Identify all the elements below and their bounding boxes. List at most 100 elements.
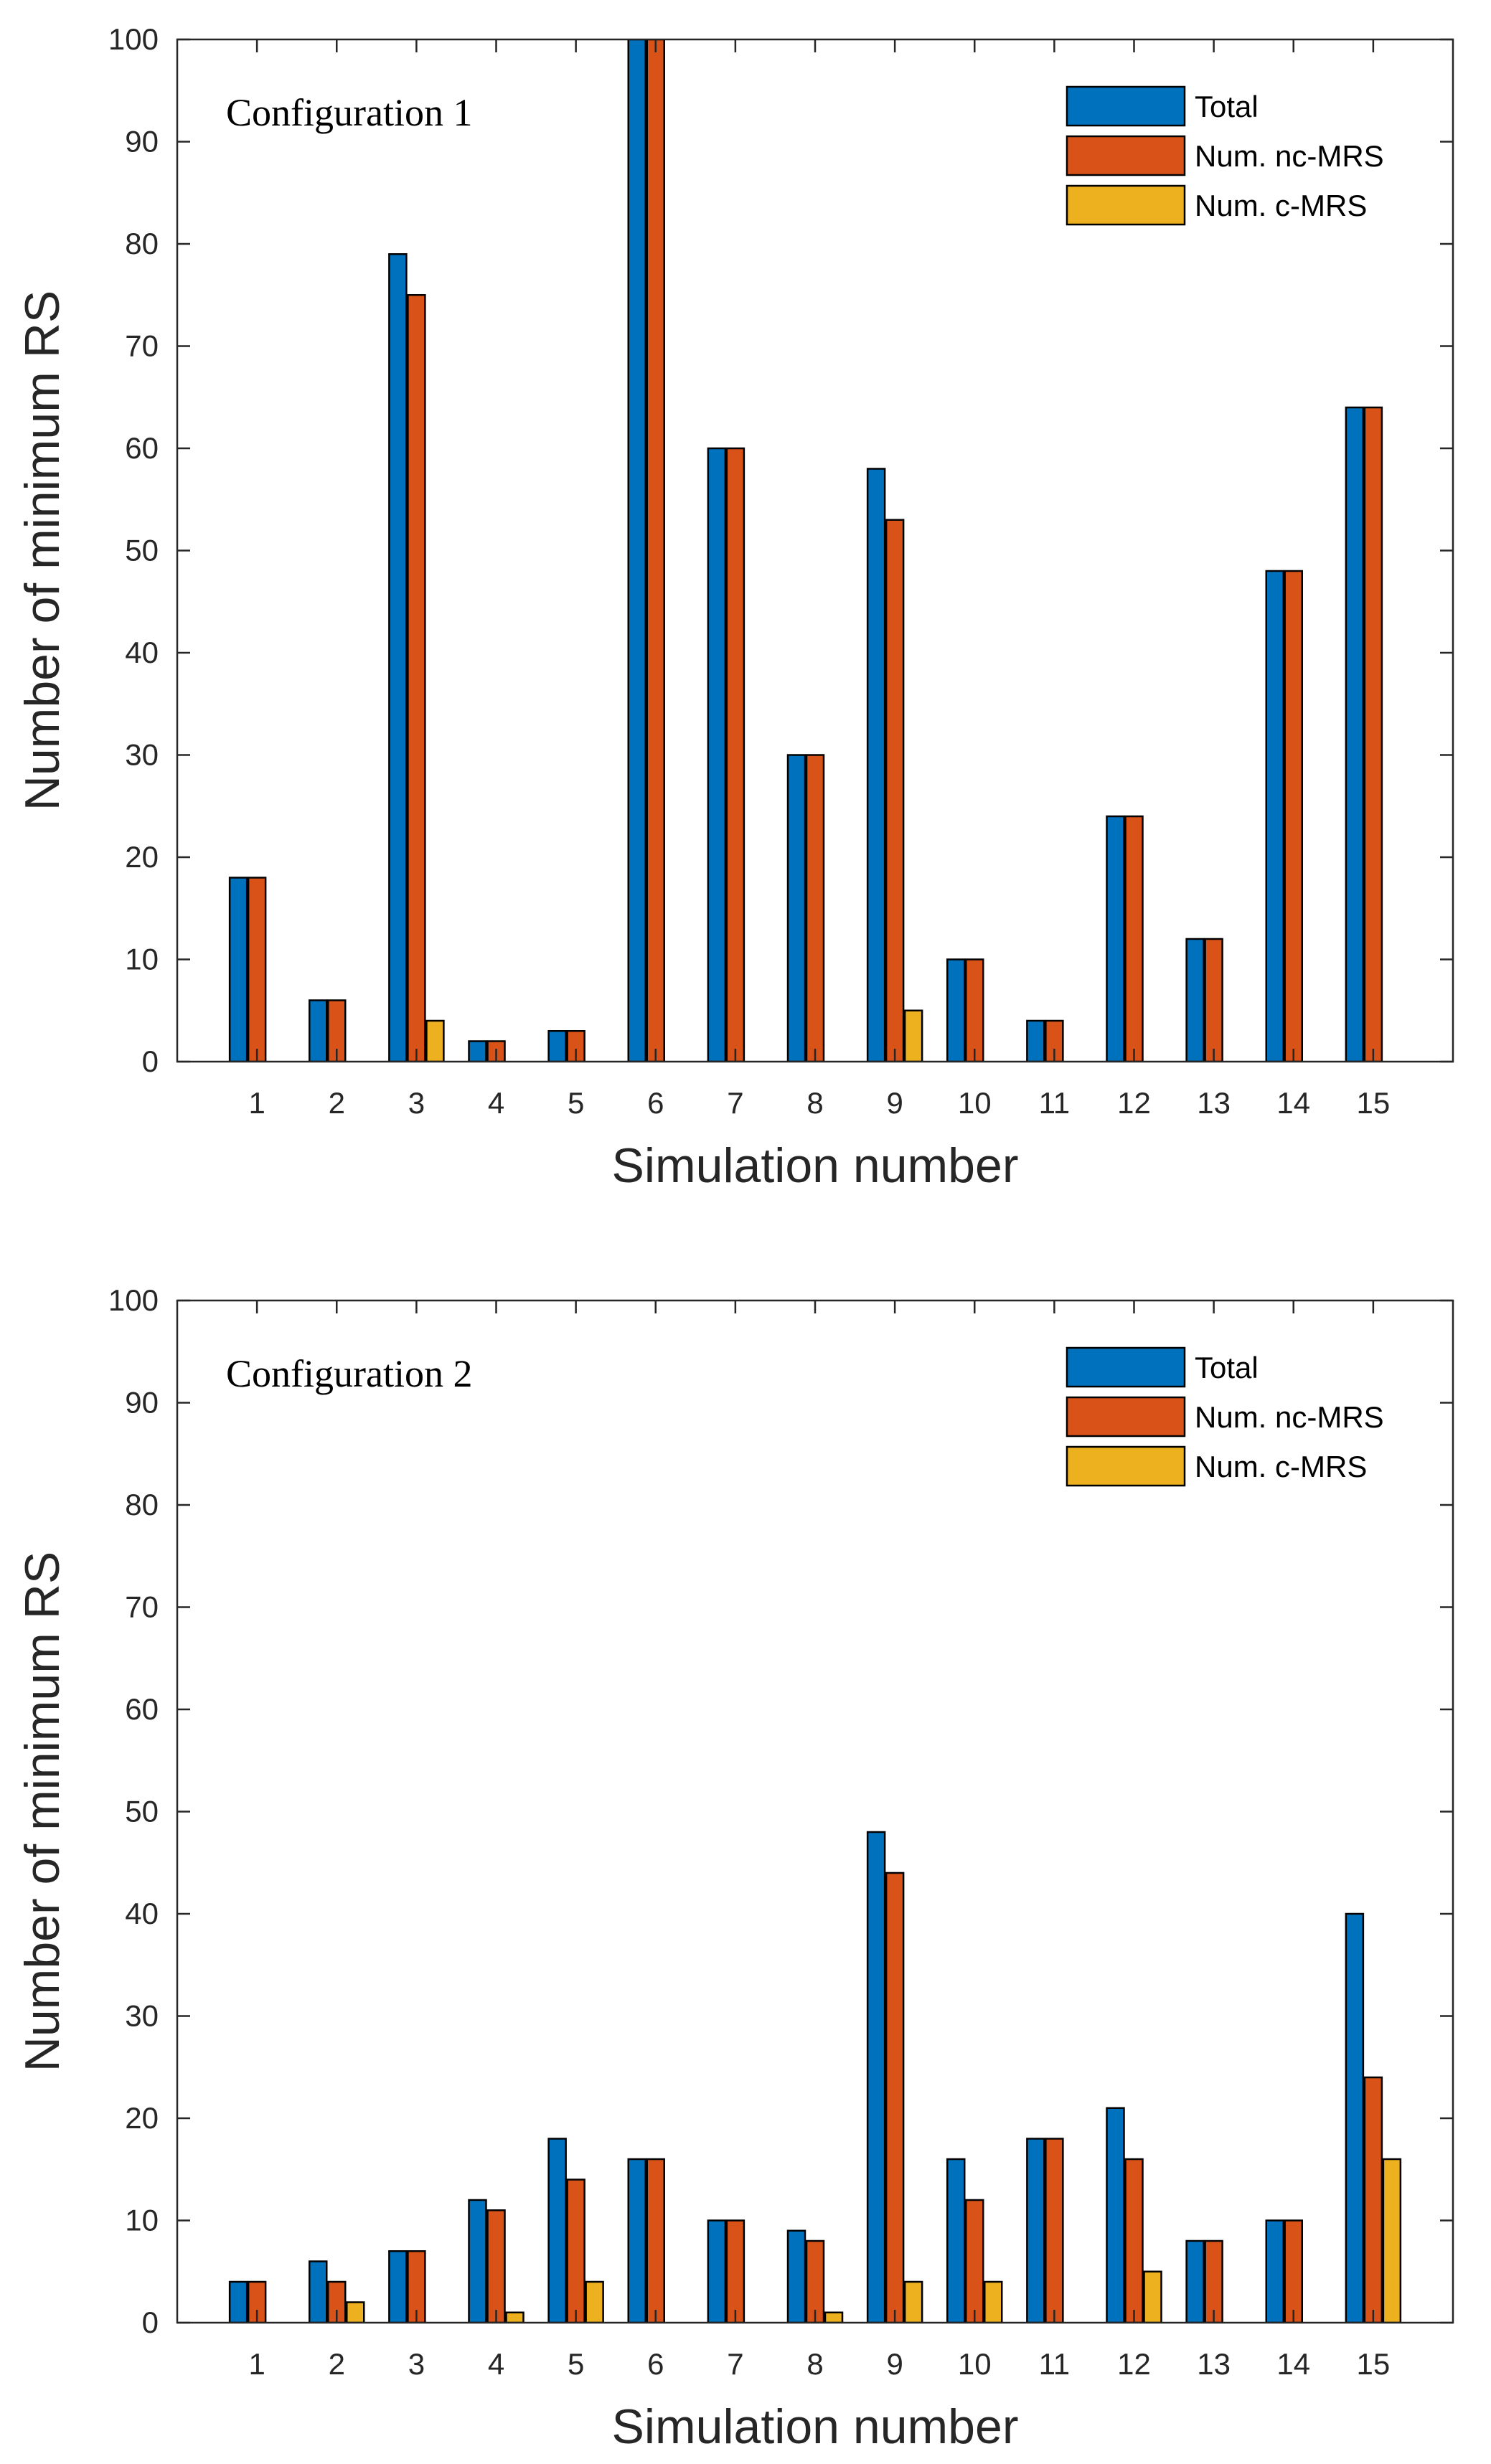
- x-tick-label: 12: [1117, 1086, 1151, 1120]
- legend-label: Num. c-MRS: [1195, 1450, 1367, 1483]
- legend: Total Num. nc-MRS Num. c-MRS: [1066, 85, 1384, 226]
- x-tick-label: 1: [248, 1086, 265, 1120]
- bar-num-nc-mrs-sim-7: [725, 447, 746, 1062]
- legend-swatch: [1066, 135, 1186, 176]
- legend-swatch: [1066, 184, 1186, 226]
- bar-num-nc-mrs-sim-10: [965, 958, 984, 1062]
- bar-total-sim-2: [309, 2260, 328, 2323]
- x-tick-label: 10: [958, 1086, 992, 1120]
- y-tick-label: 40: [125, 1897, 159, 1930]
- x-tick-label: 8: [806, 2347, 823, 2381]
- bar-num-nc-mrs-sim-4: [486, 2209, 506, 2323]
- bar-total-sim-13: [1185, 2239, 1205, 2323]
- bar-num-nc-mrs-sim-12: [1124, 2158, 1144, 2323]
- x-tick-label: 7: [727, 2347, 743, 2381]
- legend-label: Num. c-MRS: [1195, 189, 1367, 222]
- y-tick-label: 40: [125, 636, 159, 669]
- x-tick-label: 2: [329, 1086, 345, 1120]
- legend-swatch: [1066, 1396, 1186, 1438]
- legend-swatch: [1066, 1445, 1186, 1487]
- bar-total-sim-7: [707, 447, 727, 1062]
- x-tick-label: 11: [1039, 2347, 1071, 2381]
- legend-swatch: [1066, 85, 1186, 127]
- bar-num-nc-mrs-sim-13: [1204, 938, 1223, 1062]
- bar-num-c-mrs-sim-9: [903, 1009, 923, 1062]
- x-tick-label: 3: [408, 2347, 425, 2381]
- bar-total-sim-1: [228, 2280, 248, 2323]
- bar-num-nc-mrs-sim-9: [885, 1871, 905, 2323]
- bar-total-sim-6: [627, 39, 646, 1062]
- bar-num-nc-mrs-sim-12: [1124, 815, 1144, 1062]
- bar-num-c-mrs-sim-15: [1382, 2158, 1402, 2323]
- x-tick-label: 3: [408, 1086, 425, 1120]
- bar-total-sim-12: [1106, 2107, 1125, 2323]
- y-tick-label: 90: [125, 1386, 159, 1420]
- bar-num-nc-mrs-sim-9: [885, 519, 905, 1062]
- bar-total-sim-10: [946, 2158, 966, 2323]
- y-tick-label: 60: [125, 1692, 159, 1726]
- bar-num-c-mrs-sim-12: [1143, 2270, 1162, 2323]
- x-axis-title: Simulation number: [612, 2399, 1019, 2454]
- y-tick-label: 50: [125, 1795, 159, 1828]
- bar-total-sim-9: [866, 468, 886, 1062]
- bar-num-c-mrs-sim-3: [425, 1019, 445, 1062]
- x-tick-label: 4: [488, 2347, 504, 2381]
- bar-total-sim-12: [1106, 815, 1125, 1062]
- x-tick-label: 15: [1357, 2347, 1391, 2381]
- y-tick-label: 70: [125, 329, 159, 363]
- bar-num-nc-mrs-sim-1: [247, 877, 267, 1062]
- y-tick-label: 90: [125, 125, 159, 159]
- bar-num-nc-mrs-sim-15: [1363, 406, 1383, 1062]
- x-tick-label: 4: [488, 1086, 504, 1120]
- bar-total-sim-4: [468, 2199, 487, 2323]
- x-tick-label: 6: [647, 2347, 664, 2381]
- bar-total-sim-8: [786, 2229, 806, 2323]
- bar-num-nc-mrs-sim-13: [1204, 2239, 1223, 2323]
- bar-num-nc-mrs-sim-14: [1284, 570, 1303, 1062]
- y-tick-label: 50: [125, 534, 159, 567]
- y-tick-label: 80: [125, 227, 159, 260]
- y-tick-label: 10: [125, 2204, 159, 2237]
- y-tick-label: 60: [125, 431, 159, 465]
- y-tick-label: 20: [125, 2101, 159, 2135]
- bar-num-c-mrs-sim-9: [903, 2280, 923, 2323]
- bar-total-sim-5: [547, 2138, 567, 2323]
- x-tick-label: 10: [958, 2347, 992, 2381]
- x-tick-label: 11: [1039, 1086, 1071, 1120]
- bar-total-sim-7: [707, 2219, 727, 2323]
- bar-total-sim-3: [388, 253, 408, 1062]
- bar-total-sim-13: [1185, 938, 1205, 1062]
- x-tick-label: 9: [886, 1086, 903, 1120]
- legend-swatch: [1066, 1346, 1186, 1388]
- bar-num-nc-mrs-sim-6: [646, 2158, 665, 2323]
- x-tick-label: 14: [1276, 1086, 1310, 1120]
- bar-num-nc-mrs-sim-15: [1363, 2076, 1383, 2323]
- bar-num-nc-mrs-sim-10: [965, 2199, 984, 2323]
- x-tick-label: 13: [1197, 1086, 1231, 1120]
- y-axis-title: Number of minimum RS: [15, 291, 70, 811]
- y-tick-label: 30: [125, 1999, 159, 2033]
- bar-num-c-mrs-sim-5: [585, 2280, 604, 2323]
- bar-total-sim-9: [866, 1831, 886, 2323]
- bar-num-nc-mrs-sim-14: [1284, 2219, 1303, 2323]
- x-tick-label: 5: [568, 1086, 584, 1120]
- panel-title: Configuration 1: [226, 91, 472, 134]
- bar-num-c-mrs-sim-2: [346, 2301, 365, 2323]
- bar-total-sim-14: [1265, 570, 1284, 1062]
- bar-num-nc-mrs-sim-11: [1045, 2138, 1064, 2323]
- x-tick-label: 1: [248, 2347, 265, 2381]
- bar-total-sim-14: [1265, 2219, 1284, 2323]
- y-tick-label: 70: [125, 1590, 159, 1624]
- y-tick-label: 20: [125, 840, 159, 874]
- bar-total-sim-15: [1345, 406, 1365, 1062]
- panel-title: Configuration 2: [226, 1352, 472, 1395]
- bar-num-nc-mrs-sim-8: [805, 754, 825, 1062]
- x-tick-label: 9: [886, 2347, 903, 2381]
- legend-label: Total: [1195, 1351, 1259, 1384]
- y-tick-label: 100: [108, 1283, 159, 1317]
- y-tick-label: 100: [108, 22, 159, 56]
- y-tick-label: 80: [125, 1488, 159, 1521]
- bar-total-sim-6: [627, 2158, 646, 2323]
